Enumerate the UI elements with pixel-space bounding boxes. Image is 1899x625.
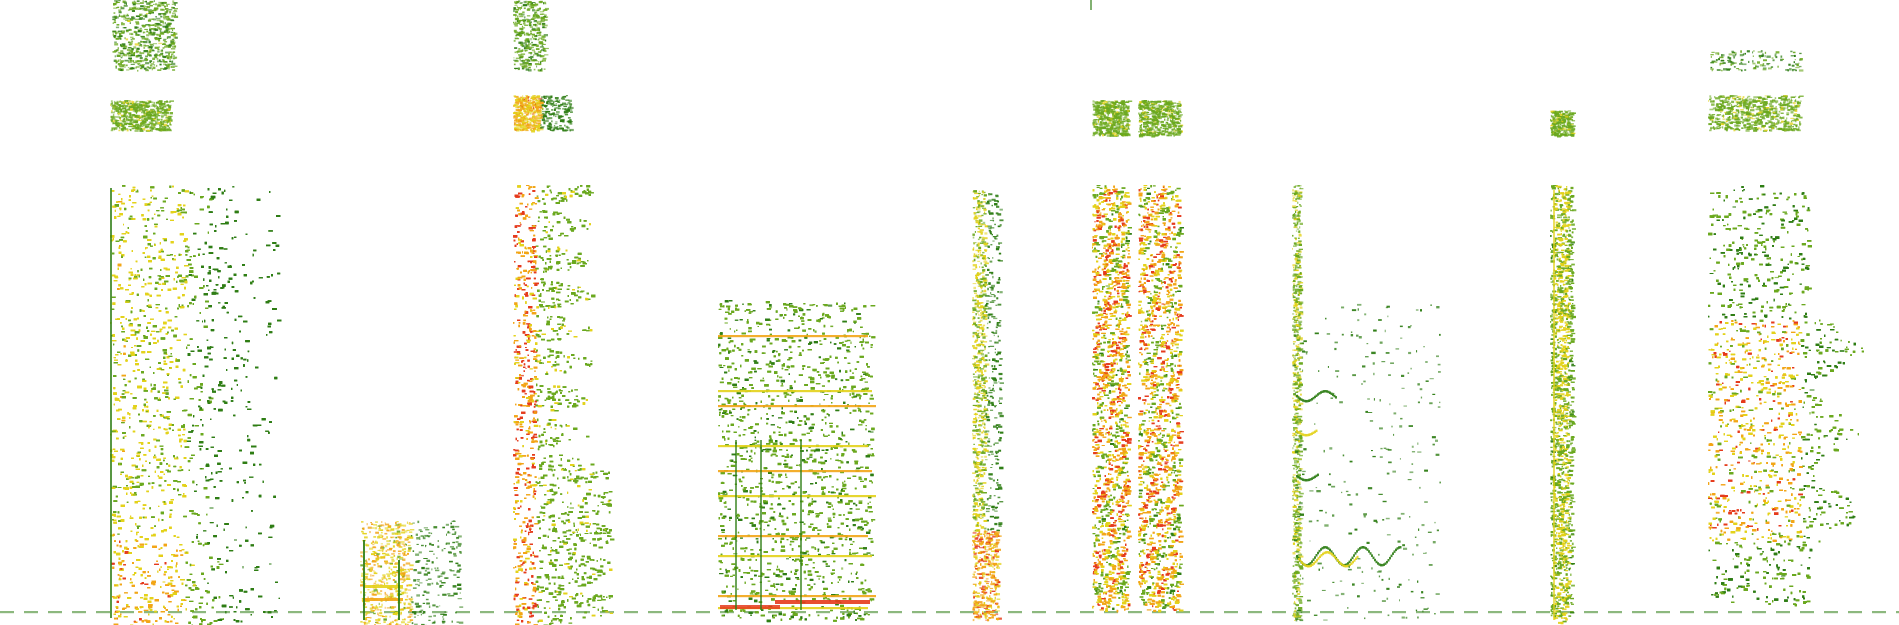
burst-noise-2 xyxy=(513,0,615,625)
thin-column xyxy=(1550,110,1577,625)
baseline-trace xyxy=(0,611,1899,614)
chirp-low xyxy=(360,520,464,625)
burst-noise-3 xyxy=(1708,50,1864,607)
narrow-click xyxy=(972,190,1004,622)
pulse-train xyxy=(1090,0,1184,613)
tone-wobble xyxy=(1292,185,1441,622)
burst-noise-1 xyxy=(110,0,282,625)
harmonic-block xyxy=(718,300,876,623)
